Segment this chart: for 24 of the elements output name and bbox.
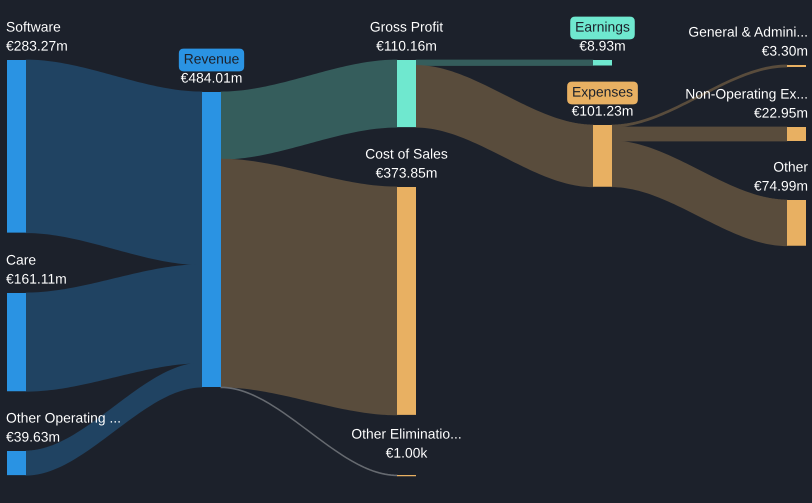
category-label: Cost of Sales: [366, 148, 448, 159]
data-label: €39.63m: [6, 432, 60, 442]
category-label: General & Admini...: [689, 26, 807, 37]
category-label: Gross Profit: [370, 22, 444, 32]
category-label: Other: [774, 162, 808, 172]
category-label: Software: [6, 22, 60, 32]
data-label: €8.93m: [579, 40, 625, 51]
data-label: €484.01m: [180, 72, 242, 83]
data-label: €3.30m: [762, 46, 808, 56]
category-label: Other Operating ...: [6, 412, 120, 426]
category-label: Revenue: [184, 54, 239, 64]
data-label: €110.16m: [376, 40, 436, 51]
data-label: €161.11m: [6, 274, 66, 284]
data-label: €283.27m: [6, 40, 67, 51]
category-label: Non-Operating Ex...: [686, 88, 807, 102]
data-label: €373.85m: [376, 168, 436, 178]
data-label: €74.99m: [754, 180, 808, 191]
data-label: €22.95m: [754, 108, 808, 118]
data-label: €101.23m: [572, 106, 632, 116]
category-label: Expenses: [573, 87, 632, 100]
category-label: Other Eliminatio...: [352, 428, 460, 439]
category-label: Care: [6, 254, 36, 265]
category-label: Earnings: [576, 22, 630, 34]
data-label: €1.00k: [386, 448, 428, 458]
